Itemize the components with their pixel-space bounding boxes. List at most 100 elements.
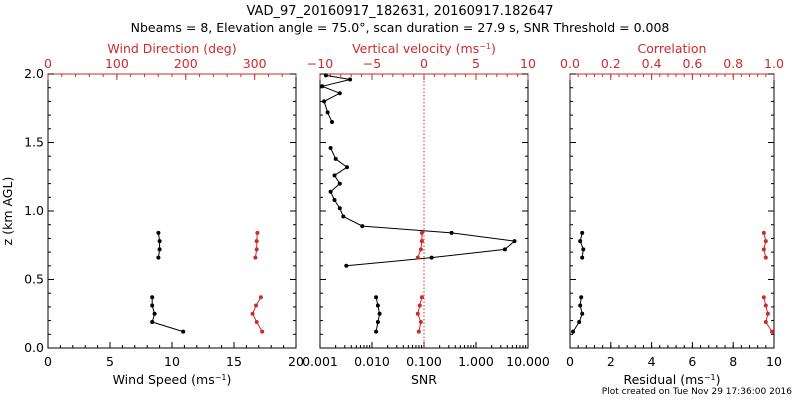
data-point [156,255,161,260]
data-point [320,84,325,89]
data-point [763,239,768,244]
data-point [330,120,334,124]
data-point [254,320,259,324]
data-point [429,255,434,260]
data-point [578,239,583,244]
data-point [770,329,774,334]
data-point [577,320,582,324]
data-point [341,214,346,219]
data-point [181,329,186,334]
x-axis-label: SNR [411,372,437,387]
top-tick-label: 1.0 [764,56,784,71]
x-tick-label: 10 [766,354,782,369]
profile-line [151,297,184,333]
data-point [322,99,327,104]
top-tick-label: 0.6 [682,56,702,71]
data-point [763,303,768,308]
x-tick-label: 5 [106,354,114,369]
x-tick-label: 0.001 [302,354,338,369]
profile-line [157,232,161,258]
data-point [419,239,424,244]
data-point [150,303,155,308]
data-point [419,230,424,235]
profile-line [579,232,584,258]
x-tick-label: 15 [226,354,242,369]
snr-panel: 0.001 0.010 0.100 1.000 10.000 −10 −5 0 5 10 SNR Ve… [302,41,550,387]
data-point [345,165,349,170]
data-point [418,320,423,324]
data-point [150,320,155,324]
residual-panel: 0 2 4 6 8 10 0.0 0.2 0.4 0.6 0.8 1.0 Residual (ms−1)… [560,41,784,387]
top-axis-label: Wind Direction (deg) [107,41,236,56]
top-tick-label: 0.2 [601,56,621,71]
data-point [449,230,454,235]
profile-line [417,232,423,258]
data-point [502,247,507,252]
data-point [337,181,342,186]
x-tick-label: 0 [566,354,574,369]
top-tick-label: 0.0 [560,56,580,71]
data-point [415,311,420,316]
x-axis-label: Residual (ms−1) [623,372,720,387]
data-point [761,295,766,300]
data-point [333,156,338,161]
data-point [360,224,365,229]
x-tick-label: 0 [44,354,52,369]
figure-subtitle: Nbeams = 8, Elevation angle = 75.0°, sca… [131,20,670,35]
data-point [250,311,255,316]
red-profile-series [415,230,424,334]
profile-line [320,74,351,123]
data-point [325,110,330,115]
data-point [375,320,380,324]
data-point [581,247,586,252]
data-point [763,320,768,324]
top-tick-label: −5 [363,56,381,71]
data-point [763,255,768,260]
top-tick-label: 0.8 [723,56,743,71]
top-tick-label: −10 [307,56,333,71]
data-point [328,146,333,150]
x-tick-label: 0.010 [354,354,390,369]
profile-line [329,147,516,267]
data-point [580,311,585,316]
top-tick-label: 10 [520,56,536,71]
data-point [332,173,337,178]
x-axis-label: Wind Speed (ms−1) [113,372,232,387]
data-point [258,295,263,300]
y-axis-label: z (km AGL) [0,177,15,246]
data-point [761,247,766,252]
data-point [337,91,342,96]
data-point [374,295,379,300]
top-tick-label: 5 [472,56,480,71]
data-point [578,303,583,308]
data-point [254,239,259,244]
top-tick-label: 100 [105,56,129,71]
data-point [417,303,422,308]
data-point [418,247,423,252]
top-tick-label: 0 [44,56,52,71]
top-tick-label: 200 [174,56,198,71]
data-point [323,73,328,78]
red-profile-series [250,230,265,334]
data-point [375,303,380,308]
black-profile-series [150,230,186,334]
data-point [332,198,337,202]
data-point [415,255,420,260]
x-tick-label: 1.000 [458,354,494,369]
data-point [571,329,576,334]
black-profile-series [320,73,517,334]
x-tick-label: 8 [729,354,737,369]
y-tick-label: 0.5 [24,272,44,287]
plot-created-footer: Plot created on Tue Nov 29 17:36:00 2016 [601,387,792,397]
top-tick-label: 300 [243,56,267,71]
x-tick-label: 4 [648,354,656,369]
red-profile-series [761,230,774,334]
x-tick-label: 20 [288,354,304,369]
data-point [156,230,161,235]
data-point [374,329,379,334]
data-point [580,255,585,260]
plot-frame [569,73,775,349]
x-tick-label: 6 [688,354,696,369]
